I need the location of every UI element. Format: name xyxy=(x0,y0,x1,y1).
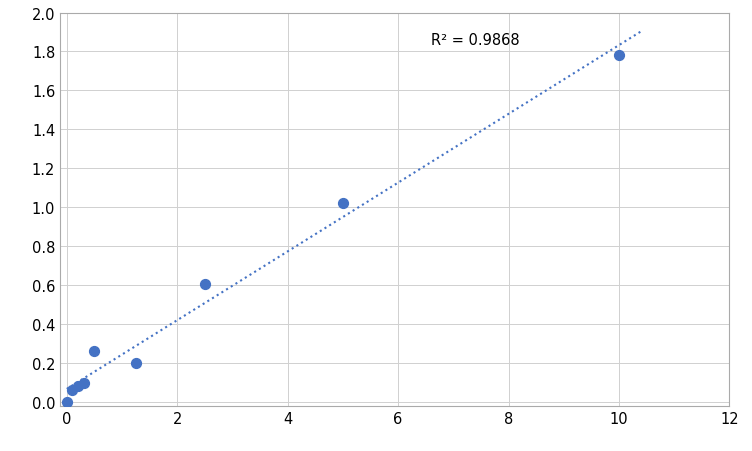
Point xyxy=(613,53,625,60)
Text: R² = 0.9868: R² = 0.9868 xyxy=(431,32,520,48)
Point xyxy=(199,281,211,288)
Point xyxy=(89,348,101,355)
Point xyxy=(61,398,73,405)
Point xyxy=(71,382,83,390)
Point xyxy=(130,360,142,367)
Point xyxy=(78,379,90,387)
Point xyxy=(337,200,349,207)
Point xyxy=(66,387,78,394)
